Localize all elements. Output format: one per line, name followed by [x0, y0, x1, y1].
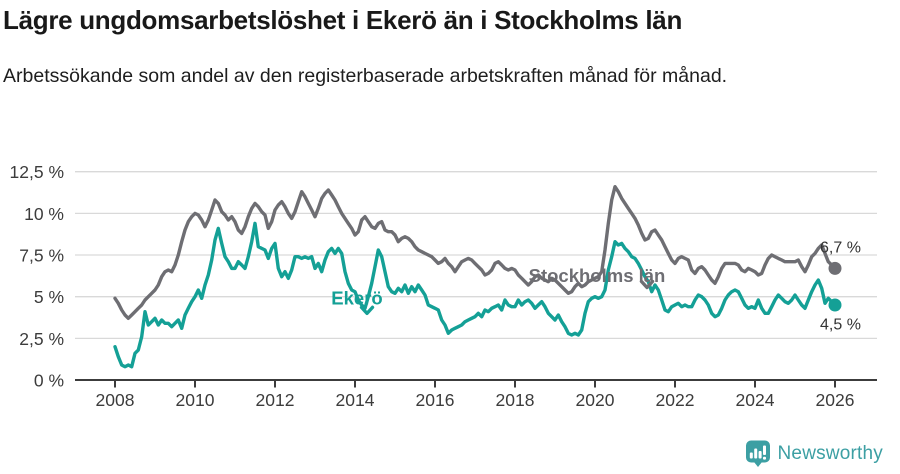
x-axis-tick-label: 2018	[496, 390, 535, 410]
y-axis-tick-label: 7,5 %	[19, 246, 64, 266]
newsworthy-logo: Newsworthy	[745, 440, 883, 467]
x-axis-tick-label: 2026	[816, 390, 855, 410]
x-axis-tick-label: 2016	[416, 390, 455, 410]
series-label-arrow-icon	[359, 305, 375, 316]
series-line-eker-	[113, 221, 837, 369]
series-end-value-label: 4,5 %	[820, 317, 861, 334]
y-axis-tick-label: 0 %	[34, 371, 64, 391]
x-axis-tick-label: 2012	[256, 390, 295, 410]
x-axis-tick-label: 2014	[336, 390, 375, 410]
series-line-stockholms-l-n	[113, 185, 837, 321]
x-axis-tick-label: 2020	[576, 390, 615, 410]
x-axis-tick-label: 2022	[656, 390, 695, 410]
newsworthy-logo-text: Newsworthy	[777, 442, 883, 464]
bar-chart-speech-bubble-icon	[745, 440, 770, 467]
y-axis-tick-label: 5 %	[34, 287, 64, 307]
series-label: Ekerö	[331, 287, 382, 308]
chart-title: Lägre ungdomsarbetslöshet i Ekerö än i S…	[3, 5, 683, 35]
y-axis-tick-label: 10 %	[24, 204, 64, 224]
chart-subtitle: Arbetssökande som andel av den registerb…	[3, 65, 728, 87]
series-end-dot	[828, 261, 842, 275]
series-end-dot	[828, 298, 842, 312]
series-label-arrow-icon	[639, 279, 655, 290]
x-axis-tick-label: 2008	[96, 390, 135, 410]
series-label: Stockholms län	[529, 265, 666, 286]
series-end-value-label: 6,7 %	[820, 239, 861, 256]
line-chart: 0 % 2,5 % 5 % 7,5 % 10 % 12,5 % 2008 2010 2012 20…	[10, 162, 877, 410]
x-axis-tick-label: 2010	[176, 390, 215, 410]
y-axis-tick-label: 12,5 %	[10, 162, 64, 182]
y-axis-tick-label: 2,5 %	[19, 329, 64, 349]
x-axis-tick-label: 2024	[736, 390, 775, 410]
